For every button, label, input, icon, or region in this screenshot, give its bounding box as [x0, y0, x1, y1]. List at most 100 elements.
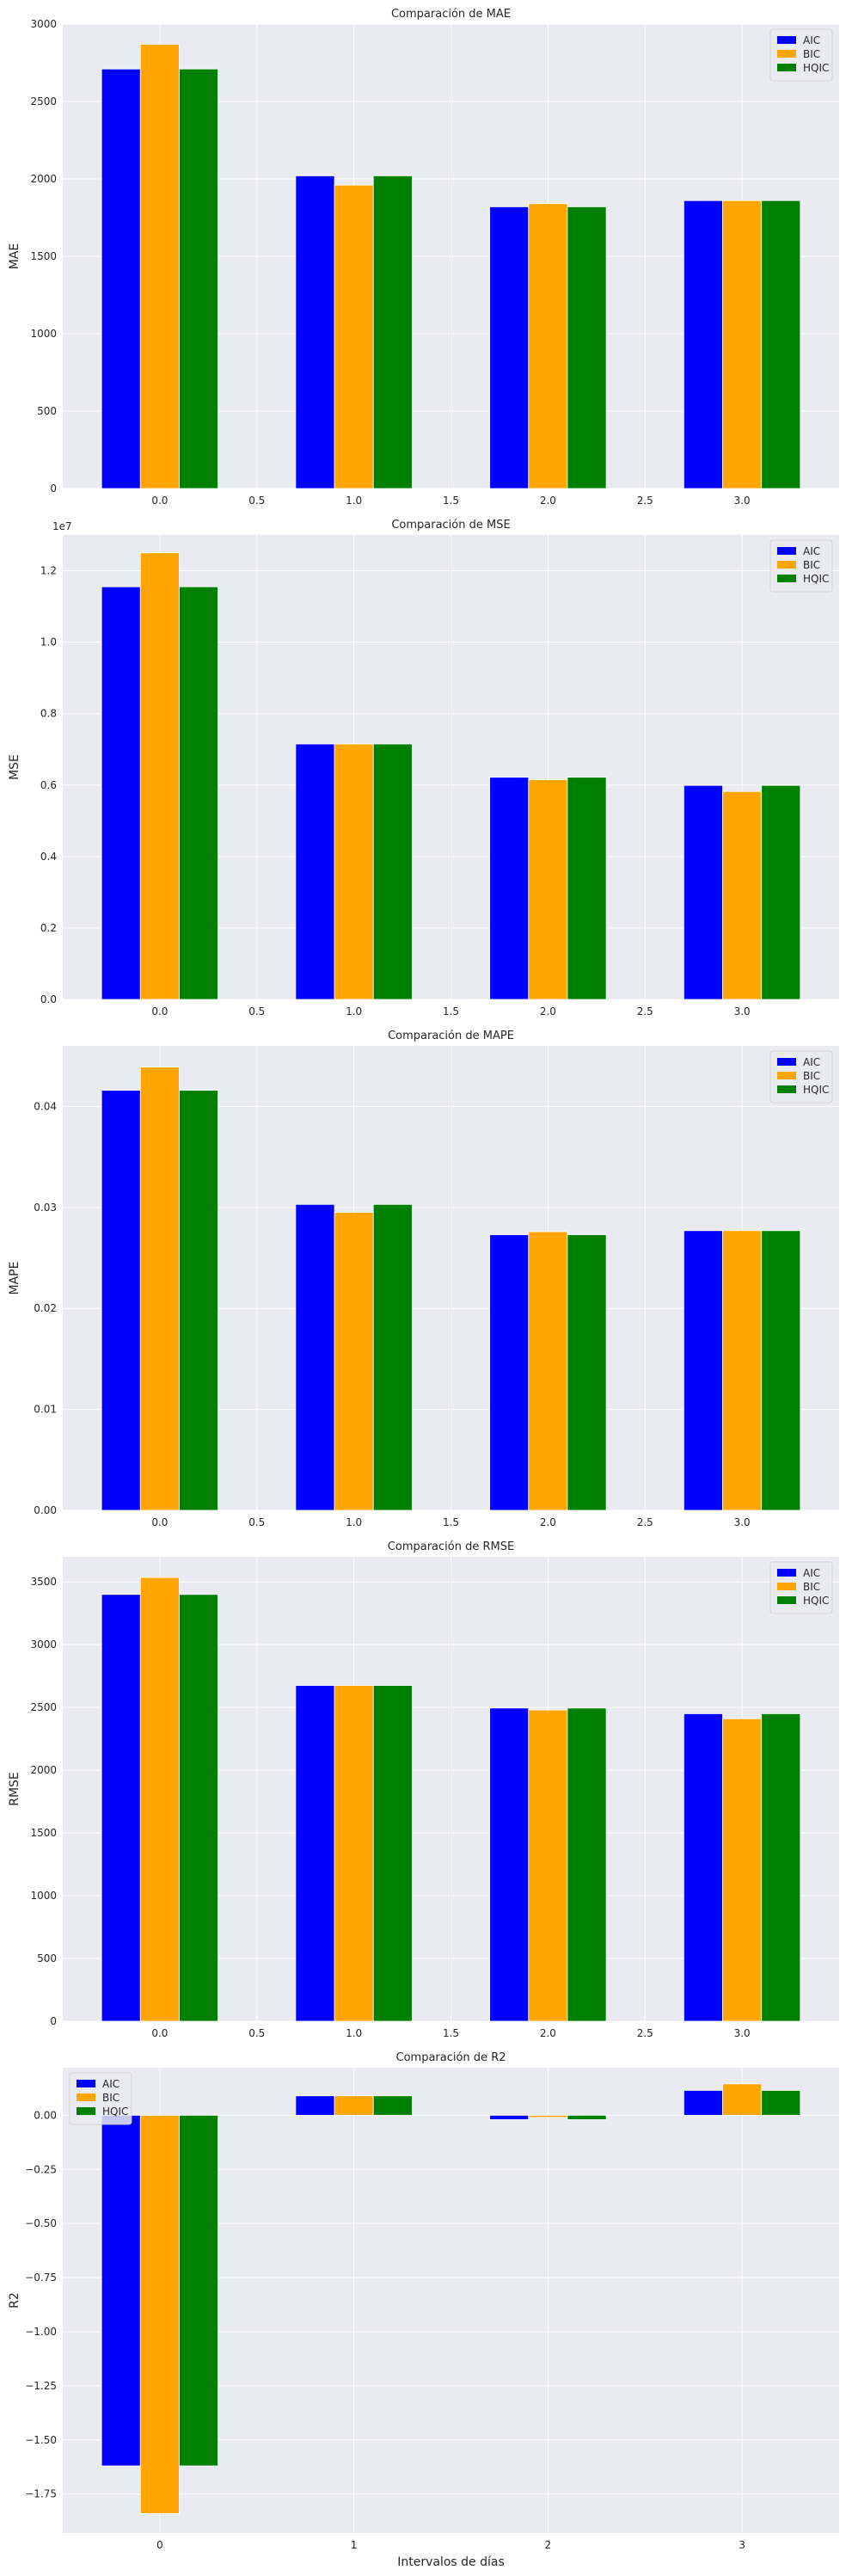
- y-tick-label: 3500: [30, 1576, 57, 1588]
- bar-bic: [334, 2095, 374, 2116]
- y-tick-label: 0.0: [40, 993, 57, 1005]
- y-tick-label: 1500: [30, 250, 57, 262]
- bar-hqic: [179, 68, 218, 489]
- chart-panel: Comparación de MAPE 0.0 0.5 1.0 1.5 2.0 2.5 3.0…: [8, 1030, 839, 1528]
- x-tick-label: 0.0: [151, 1516, 168, 1528]
- legend-swatch-bic: [777, 1583, 796, 1590]
- chart-title: Comparación de MSE: [391, 519, 510, 532]
- chart-title: Comparación de R2: [396, 2051, 506, 2064]
- y-tick-label: −1.25: [25, 2380, 57, 2392]
- y-tick-label: 1.0: [40, 636, 57, 649]
- legend-swatch-hqic: [77, 2107, 95, 2115]
- y-axis-label: RMSE: [8, 1772, 21, 1806]
- bar-bic: [139, 2114, 180, 2514]
- y-tick-label: 0: [50, 2015, 57, 2027]
- legend: AIC BIC HQIC: [769, 28, 833, 82]
- y-tick-label: 500: [37, 1952, 57, 1964]
- bar-aic: [101, 586, 141, 1000]
- bar-hqic: [372, 1685, 413, 2022]
- legend-swatch-aic: [77, 2080, 95, 2087]
- x-tick-label: 0.0: [151, 495, 168, 507]
- legend-label: AIC: [803, 34, 820, 46]
- bar-aic: [683, 200, 723, 489]
- y-tick-label: 2000: [30, 1764, 57, 1776]
- x-tick-label: 3.0: [734, 1516, 751, 1528]
- bar-aic: [683, 784, 723, 1000]
- bar-hqic: [372, 2095, 413, 2116]
- legend-label: AIC: [803, 545, 820, 557]
- bar-bic: [139, 552, 180, 1000]
- legend-swatch-bic: [777, 1072, 796, 1079]
- legend-label: AIC: [102, 2078, 120, 2090]
- legend-swatch-aic: [777, 36, 796, 44]
- bar-aic: [683, 1230, 723, 1511]
- bar-hqic: [567, 777, 607, 1000]
- bar-hqic: [567, 206, 607, 489]
- x-tick-label: 3.0: [734, 2027, 751, 2039]
- legend-swatch-bic: [77, 2093, 95, 2101]
- y-tick-label: −0.50: [25, 2217, 57, 2229]
- x-tick-label: 2.0: [540, 495, 556, 507]
- x-tick-label: 1.5: [443, 1516, 459, 1528]
- legend-label: BIC: [102, 2092, 120, 2104]
- y-tick-label: 0.00: [34, 2109, 57, 2121]
- bar-hqic: [761, 784, 801, 1000]
- chart-panel: Comparación de MSE 0.0 0.5 1.0 1.5 2.0 2.5 3.0 0…: [8, 519, 839, 1017]
- legend-label: HQIC: [102, 2106, 128, 2118]
- x-tick-label: 0.0: [151, 1005, 168, 1017]
- x-tick-label: 3.0: [734, 495, 751, 507]
- bar-hqic: [372, 743, 413, 1000]
- bar-aic: [295, 2095, 335, 2116]
- x-tick-label: 2.0: [540, 1005, 556, 1017]
- legend: AIC BIC HQIC: [769, 1050, 833, 1104]
- legend-swatch-bic: [777, 561, 796, 569]
- y-tick-label: 0.6: [40, 779, 57, 791]
- y-tick-label: 3000: [30, 18, 57, 30]
- legend-label: BIC: [803, 559, 820, 571]
- bar-aic: [295, 743, 335, 1000]
- legend-swatch-hqic: [777, 575, 796, 582]
- y-tick-label: 1.2: [40, 565, 57, 577]
- chart-title: Comparación de MAPE: [388, 1030, 514, 1042]
- bar-bic: [722, 1718, 763, 2022]
- bar-bic: [334, 743, 374, 1000]
- bar-aic: [489, 2114, 530, 2120]
- x-tick-label: 2: [545, 2539, 552, 2551]
- bar-bic: [528, 1709, 568, 2022]
- bar-hqic: [372, 1203, 413, 1511]
- x-tick-label: 0.5: [248, 2027, 265, 2039]
- legend-label: BIC: [803, 1581, 820, 1593]
- legend: AIC BIC HQIC: [769, 1561, 833, 1614]
- bar-bic: [722, 1230, 763, 1511]
- y-tick-label: 0: [50, 483, 57, 495]
- y-axis-label: R2: [8, 2292, 21, 2309]
- bar-hqic: [179, 2114, 218, 2467]
- x-tick-label: 2.5: [637, 495, 653, 507]
- bar-bic: [528, 203, 568, 489]
- legend: AIC BIC HQIC: [69, 2072, 132, 2125]
- x-tick-label: 2.5: [637, 2027, 653, 2039]
- x-tick-label: 0.0: [151, 2027, 168, 2039]
- y-tick-label: 1500: [30, 1827, 57, 1839]
- bar-bic: [528, 2114, 568, 2118]
- x-tick-label: 1: [351, 2539, 358, 2551]
- legend-label: AIC: [803, 1567, 820, 1579]
- legend-swatch-hqic: [777, 1596, 796, 1604]
- bar-aic: [683, 2090, 723, 2116]
- bar-hqic: [761, 1713, 801, 2022]
- x-tick-label: 1.0: [346, 1516, 362, 1528]
- x-tick-label: 3.0: [734, 1005, 751, 1017]
- y-tick-label: 0.03: [34, 1202, 57, 1214]
- bar-bic: [722, 2083, 763, 2116]
- y-axis-label: MAPE: [8, 1262, 21, 1295]
- y-tick-label: 3000: [30, 1638, 57, 1651]
- chart-title: Comparación de MAE: [391, 8, 511, 21]
- y-tick-label: 0.00: [34, 1504, 57, 1516]
- y-axis-label: MSE: [8, 754, 21, 780]
- x-tick-label: 1.0: [346, 495, 362, 507]
- x-tick-label: 2.0: [540, 1516, 556, 1528]
- bar-aic: [295, 1203, 335, 1511]
- bar-aic: [101, 1090, 141, 1511]
